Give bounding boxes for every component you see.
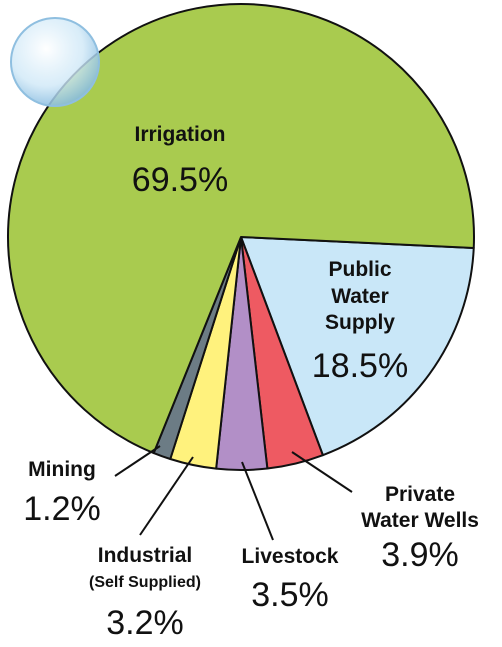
label-line: Irrigation	[134, 123, 225, 146]
label-line: Water	[331, 285, 389, 308]
slice-value: 18.5%	[312, 347, 408, 385]
slice-label: Irrigation	[134, 123, 225, 146]
glass-bubble	[10, 17, 100, 107]
slice-value: 1.2%	[23, 490, 101, 528]
label-line: Mining	[28, 458, 96, 481]
slice-value: 69.5%	[132, 161, 228, 199]
pie	[7, 3, 475, 471]
label-line: Public	[328, 258, 391, 281]
slice-label: Industrial (Self Supplied)	[89, 544, 201, 592]
leader-line	[241, 461, 274, 541]
slice-value: 3.5%	[251, 576, 329, 614]
label-line: (Self Supplied)	[89, 574, 201, 591]
leader-lines	[114, 445, 353, 541]
pie-slice	[240, 236, 475, 457]
label-line: Livestock	[242, 545, 339, 568]
label-line: Industrial	[98, 544, 193, 567]
leader-line	[139, 456, 194, 536]
slice-label: Public Water Supply	[325, 258, 395, 334]
slice-label: Private Water Wells	[361, 483, 479, 532]
pie-slice	[7, 3, 475, 455]
label-line: Private	[385, 483, 455, 506]
leader-line	[291, 451, 353, 493]
slice-label: Mining	[28, 458, 96, 481]
labels: Public Water Supply 18.5% Private Water Wells…	[23, 123, 479, 642]
slice-value: 3.2%	[106, 604, 184, 642]
label-line: Water Wells	[361, 509, 479, 532]
slice-value: 3.9%	[381, 536, 459, 574]
leader-line	[114, 445, 161, 477]
label-line: Supply	[325, 311, 395, 334]
slice-label: Livestock	[242, 545, 339, 568]
